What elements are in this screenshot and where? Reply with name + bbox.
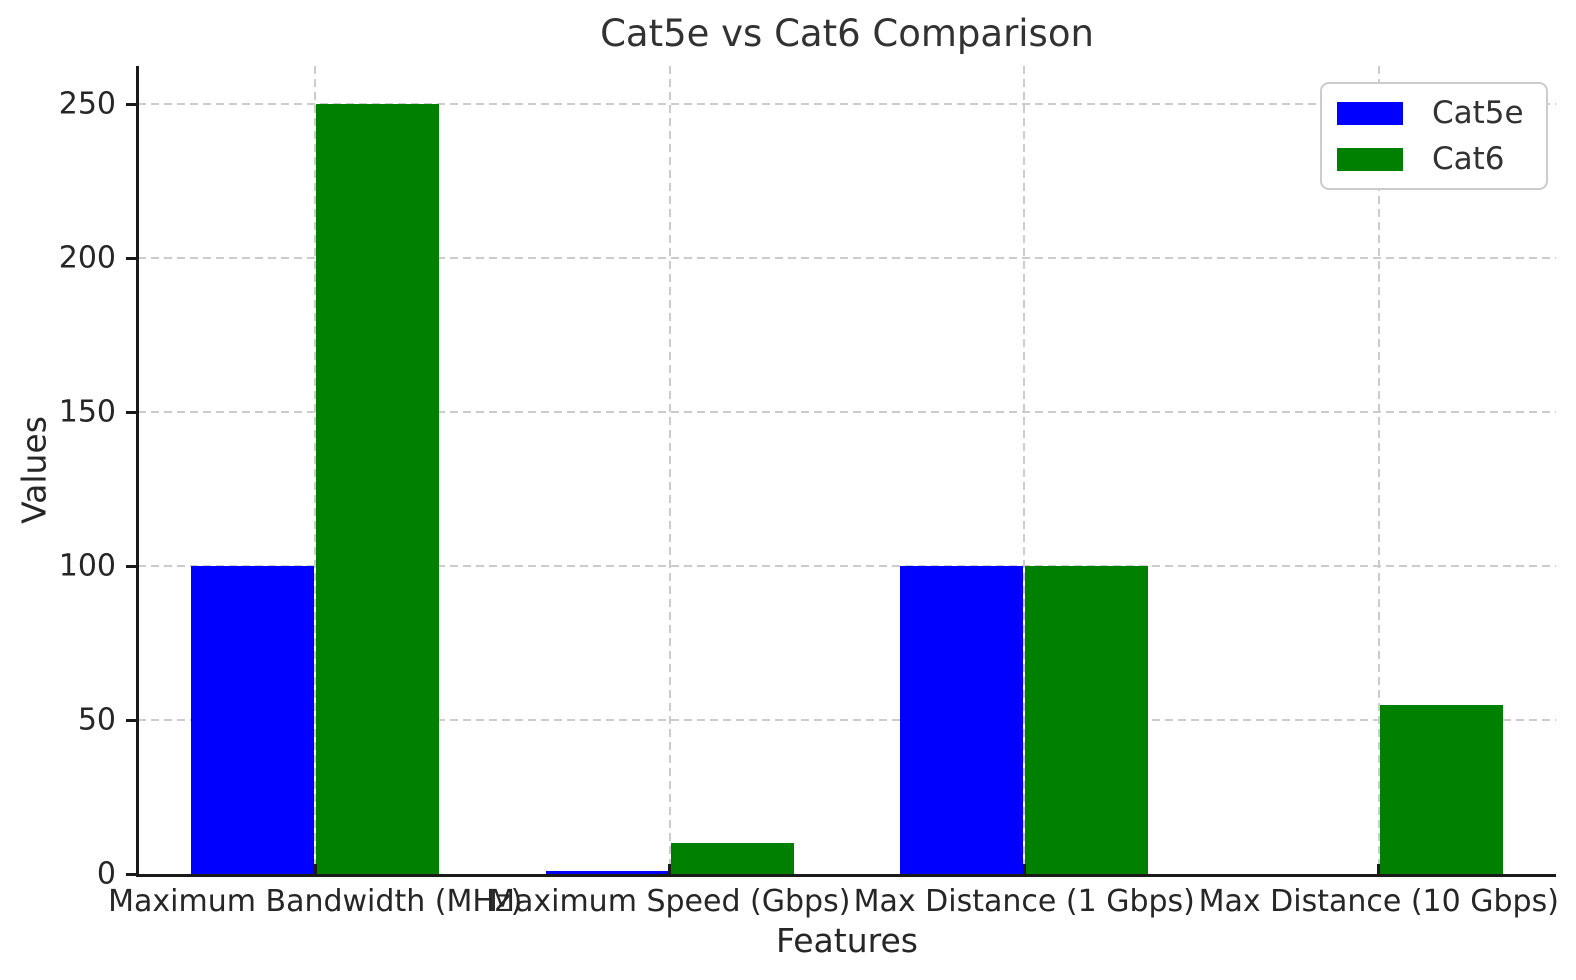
- bar-cat6: [1379, 704, 1503, 874]
- x-tick-mark: [1022, 864, 1026, 874]
- legend-item: Cat5e: [1337, 96, 1524, 130]
- y-tick-label: 50: [77, 702, 116, 738]
- bar-cat5e: [191, 566, 315, 874]
- gridline-horizontal: [138, 411, 1556, 414]
- x-tick-label: Max Distance (10 Gbps): [1198, 884, 1559, 919]
- gridline-vertical: [1377, 66, 1380, 874]
- y-tick-mark: [126, 256, 136, 260]
- y-tick-mark: [126, 718, 136, 722]
- y-tick-label: 250: [58, 86, 116, 122]
- gridline-horizontal: [138, 719, 1556, 722]
- gridline-vertical: [314, 66, 317, 874]
- y-axis-spine: [136, 66, 139, 877]
- x-tick-label: Maximum Bandwidth (MHz): [108, 884, 523, 919]
- gridline-horizontal: [138, 565, 1556, 568]
- legend-swatch-cat5e: [1337, 101, 1403, 125]
- y-tick-mark: [126, 410, 136, 414]
- x-tick-label: Maximum Speed (Gbps): [489, 884, 851, 919]
- y-tick-mark: [126, 564, 136, 568]
- x-tick-mark: [668, 864, 672, 874]
- y-axis-label: Values: [14, 416, 54, 524]
- bar-cat6: [316, 104, 440, 874]
- bar-cat6: [670, 843, 794, 874]
- x-axis-spine: [136, 874, 1556, 877]
- gridline-horizontal: [138, 103, 1556, 106]
- chart-title: Cat5e vs Cat6 Comparison: [600, 12, 1094, 55]
- legend-swatch-cat6: [1337, 147, 1403, 171]
- x-axis-label: Features: [776, 921, 918, 960]
- y-tick-mark: [126, 872, 136, 876]
- y-tick-label: 0: [96, 856, 116, 892]
- x-tick-mark: [1377, 864, 1381, 874]
- y-tick-label: 200: [58, 240, 116, 276]
- bar-cat6: [1025, 566, 1149, 874]
- bar-cat5e: [900, 566, 1024, 874]
- gridline-vertical: [668, 66, 671, 874]
- gridline-horizontal: [138, 257, 1556, 260]
- y-tick-label: 100: [58, 548, 116, 584]
- y-tick-label: 150: [58, 394, 116, 430]
- y-tick-mark: [126, 102, 136, 106]
- gridline-vertical: [1023, 66, 1026, 874]
- legend-label: Cat5e: [1432, 95, 1524, 131]
- legend-item: Cat6: [1337, 142, 1524, 176]
- bar-cat5e: [545, 870, 669, 874]
- legend: Cat5e Cat6: [1320, 82, 1548, 190]
- legend-label: Cat6: [1432, 141, 1505, 177]
- x-tick-mark: [313, 864, 317, 874]
- x-tick-label: Max Distance (1 Gbps): [853, 884, 1195, 919]
